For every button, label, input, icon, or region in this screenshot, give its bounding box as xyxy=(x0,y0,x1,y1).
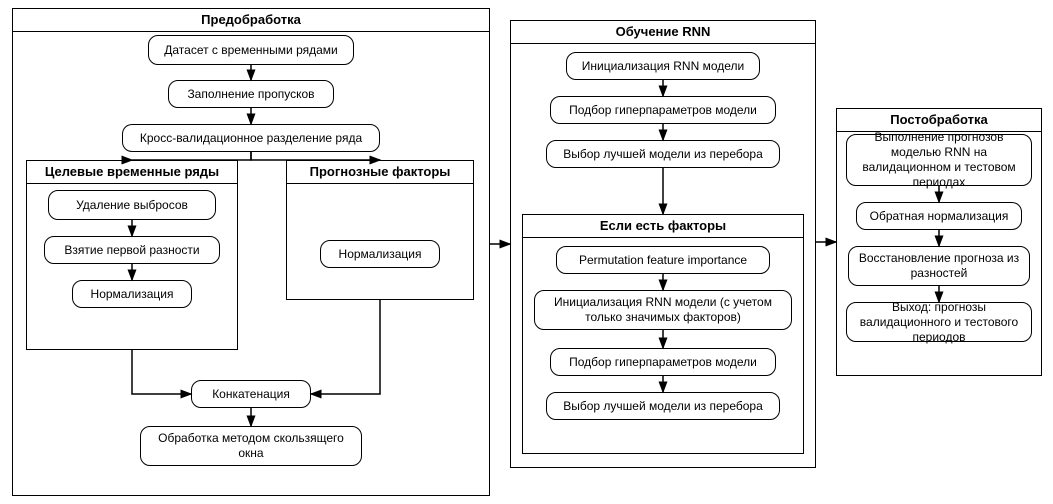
node-best1: Выбор лучшей модели из перебора xyxy=(546,140,780,168)
node-undiff: Восстановление прогноза из разностей xyxy=(848,246,1030,286)
node-norm1: Нормализация xyxy=(72,280,192,308)
node-diff: Взятие первой разности xyxy=(44,236,220,264)
node-norm2: Нормализация xyxy=(320,240,440,268)
container-title-targets: Целевые временные ряды xyxy=(27,161,237,184)
container-title-postproc: Постобработка xyxy=(837,109,1041,132)
node-best2: Выбор лучшей модели из перебора xyxy=(546,392,780,420)
container-factors: Прогнозные факторы xyxy=(286,160,474,300)
container-title-ifFact: Если есть факторы xyxy=(523,215,803,238)
node-concat: Конкатенация xyxy=(191,380,311,408)
container-title-factors: Прогнозные факторы xyxy=(287,161,473,184)
node-rnn_init2: Инициализация RNN модели (с учетом тольк… xyxy=(534,290,792,330)
node-predict: Выполнение прогнозов моделью RNN на вали… xyxy=(846,134,1032,186)
node-cvsplit: Кросс-валидационное разделение ряда xyxy=(122,124,380,152)
node-sliding: Обработка методом скользящего окна xyxy=(140,426,362,466)
node-pfi: Permutation feature importance xyxy=(556,246,770,274)
node-output: Выход: прогнозы валидационного и тестово… xyxy=(846,302,1032,342)
container-title-preproc: Предобработка xyxy=(13,9,489,32)
node-fillna: Заполнение пропусков xyxy=(168,80,334,108)
node-rnn_init: Инициализация RNN модели xyxy=(566,52,760,80)
node-outliers: Удаление выбросов xyxy=(48,190,216,220)
node-denorm: Обратная нормализация xyxy=(856,202,1022,230)
node-hp2: Подбор гиперпараметров модели xyxy=(550,348,776,376)
container-title-train: Обучение RNN xyxy=(511,21,815,44)
node-dataset: Датасет с временными рядами xyxy=(148,35,354,65)
node-hp1: Подбор гиперпараметров модели xyxy=(550,96,776,124)
